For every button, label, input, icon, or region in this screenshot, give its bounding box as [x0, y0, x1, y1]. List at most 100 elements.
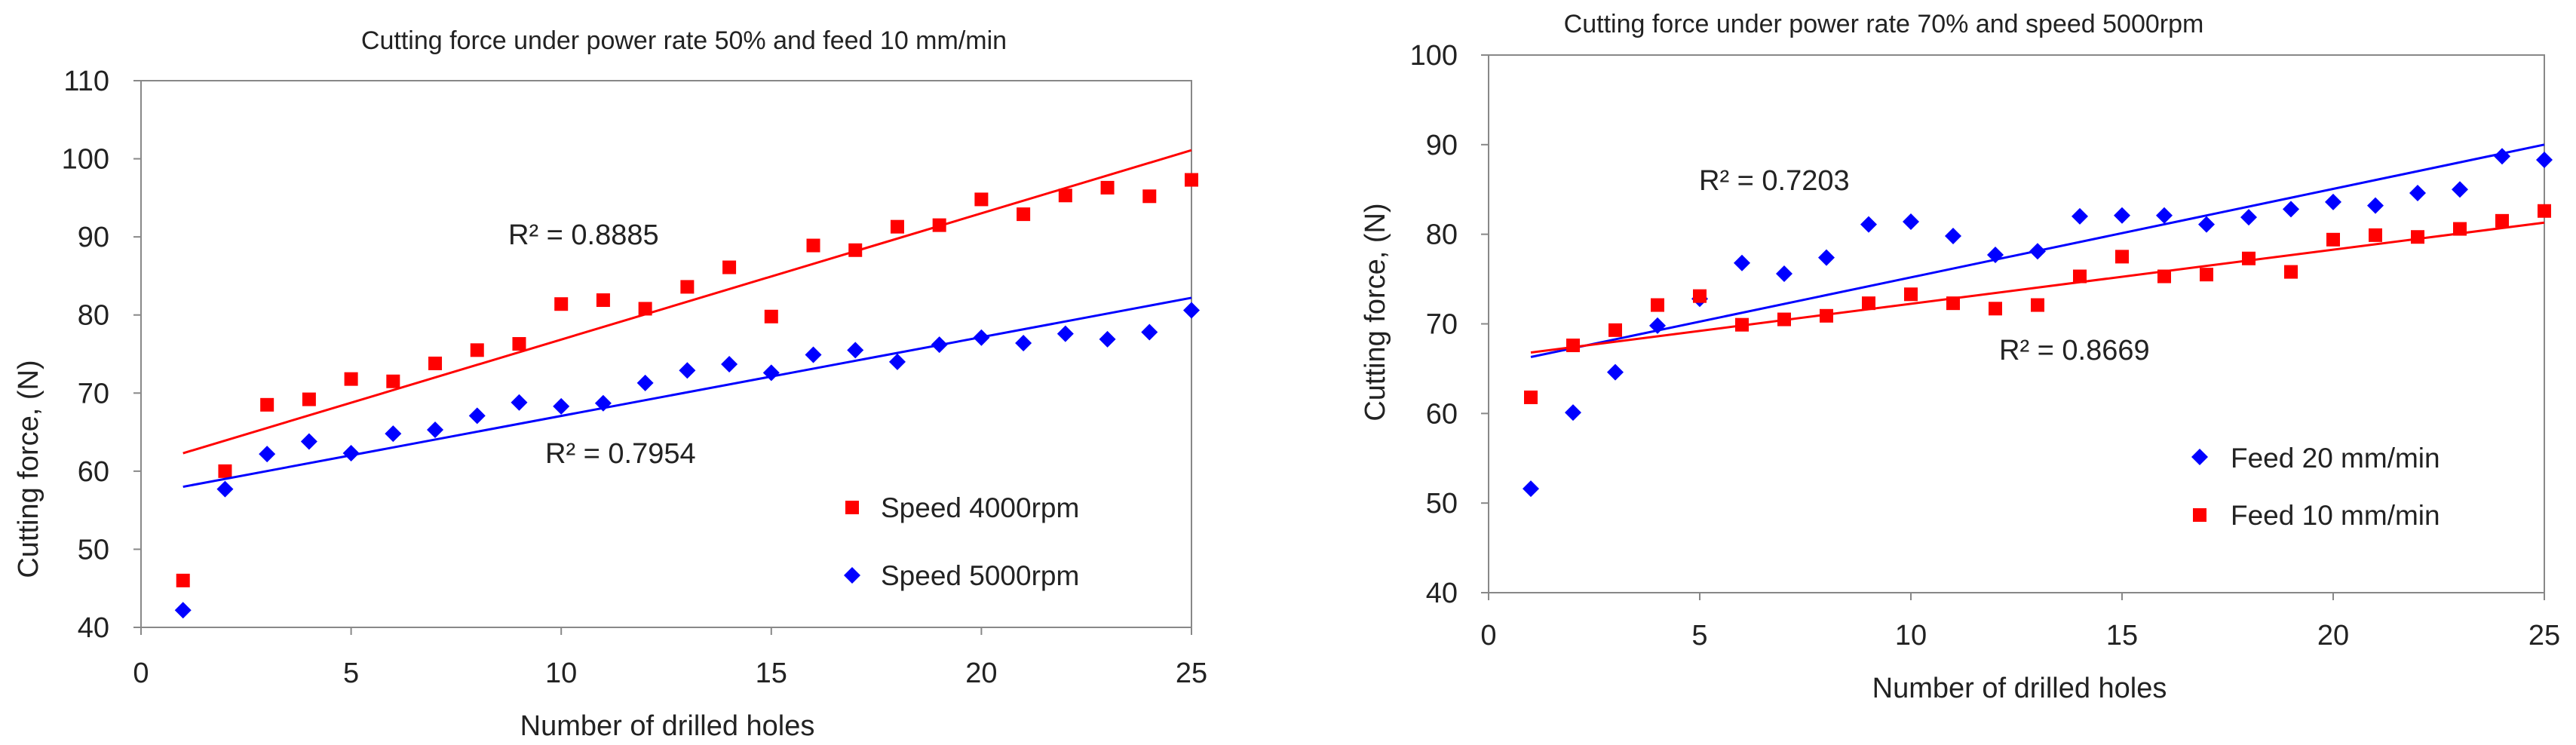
point-feed-20-mm-min: [1945, 228, 1961, 245]
chart-right: Cutting force under power rate 70% and s…: [1360, 10, 2561, 704]
point-feed-20-mm-min: [1818, 249, 1835, 266]
x-tick-label: 20: [2317, 620, 2349, 651]
x-tick-label: 25: [1176, 658, 1207, 689]
point-feed-20-mm-min: [1776, 265, 1792, 282]
legend-marker-feed-20: [2191, 449, 2208, 465]
point-feed-10-mm-min: [1946, 296, 1960, 311]
point-speed-5000rpm: [511, 394, 528, 411]
x-tick-label: 20: [965, 658, 997, 689]
point-speed-4000rpm: [1017, 207, 1031, 222]
point-speed-4000rpm: [428, 356, 443, 370]
point-feed-20-mm-min: [2114, 207, 2130, 224]
point-feed-10-mm-min: [2031, 298, 2044, 312]
y-tick-label: 80: [1426, 219, 1458, 251]
x-tick-label: 0: [133, 658, 149, 689]
y-tick-label: 80: [78, 300, 109, 332]
point-feed-20-mm-min: [1860, 216, 1877, 233]
point-speed-5000rpm: [468, 407, 486, 425]
point-feed-20-mm-min: [2536, 152, 2553, 169]
point-feed-10-mm-min: [1777, 312, 1791, 327]
point-feed-20-mm-min: [1649, 317, 1666, 334]
trendline-speed-4000rpm: [182, 149, 1192, 455]
point-speed-5000rpm: [553, 397, 570, 415]
x-tick-label: 0: [1480, 620, 1496, 651]
legend-label-feed-10: Feed 10 mm/min: [2231, 500, 2440, 531]
point-speed-5000rpm: [1015, 335, 1032, 351]
point-speed-5000rpm: [1099, 330, 1116, 348]
point-feed-20-mm-min: [2494, 148, 2510, 165]
point-feed-10-mm-min: [1735, 317, 1749, 332]
point-speed-5000rpm: [973, 329, 990, 346]
point-speed-4000rpm: [512, 337, 526, 351]
point-speed-5000rpm: [385, 425, 402, 443]
y-tick-label: 60: [78, 456, 109, 488]
point-feed-10-mm-min: [1651, 298, 1664, 312]
point-speed-4000rpm: [722, 260, 737, 274]
point-feed-10-mm-min: [2453, 222, 2467, 236]
legend-marker-speed-4000rpm: [845, 501, 859, 514]
plot-area: 40 50 60 70 80 90 100 0 5 10 15 20 25: [1410, 40, 2561, 651]
y-tick-label: 100: [62, 144, 109, 176]
y-axis-title: Cutting force, (N): [1360, 203, 1391, 421]
point-feed-10-mm-min: [1608, 323, 1622, 337]
point-speed-4000rpm: [932, 218, 946, 232]
point-feed-10-mm-min: [1693, 289, 1707, 303]
point-speed-4000rpm: [386, 374, 400, 388]
point-speed-5000rpm: [594, 394, 612, 412]
legend-label-speed-4000rpm: Speed 4000rpm: [881, 492, 1079, 523]
point-speed-4000rpm: [638, 302, 652, 316]
legend-label-speed-5000rpm: Speed 5000rpm: [881, 560, 1079, 591]
x-axis-title: Number of drilled holes: [1872, 673, 2167, 704]
point-feed-10-mm-min: [2115, 250, 2129, 264]
x-tick-label: 5: [1691, 620, 1707, 651]
point-speed-5000rpm: [216, 480, 234, 498]
point-speed-4000rpm: [680, 280, 695, 294]
x-tick-label: 15: [2106, 620, 2138, 651]
point-feed-10-mm-min: [2200, 268, 2213, 282]
point-feed-10-mm-min: [2495, 213, 2509, 228]
point-speed-5000rpm: [1183, 302, 1200, 319]
point-feed-10-mm-min: [1904, 287, 1918, 302]
point-speed-4000rpm: [848, 243, 863, 257]
x-tick-label: 15: [756, 658, 787, 689]
point-feed-20-mm-min: [2283, 201, 2299, 218]
y-tick-label: 50: [78, 534, 109, 566]
point-feed-20-mm-min: [2029, 243, 2046, 260]
chart-left: Cutting force under power rate 50% and f…: [13, 26, 1207, 742]
y-tick-label: 40: [1426, 578, 1458, 609]
point-speed-4000rpm: [1142, 189, 1157, 204]
y-tick-label: 60: [1426, 398, 1458, 430]
point-speed-4000rpm: [806, 238, 820, 253]
point-speed-4000rpm: [764, 309, 778, 323]
point-feed-10-mm-min: [2073, 269, 2087, 284]
legend: Speed 4000rpm Speed 5000rpm: [844, 492, 1079, 591]
point-feed-20-mm-min: [2452, 181, 2468, 198]
legend-marker-speed-5000rpm: [844, 567, 860, 584]
point-speed-4000rpm: [344, 372, 358, 386]
r2-label-feed-20: R² = 0.7203: [1699, 165, 1850, 197]
point-speed-5000rpm: [762, 364, 780, 382]
y-tick-label: 40: [78, 612, 109, 644]
point-feed-10-mm-min: [2326, 232, 2340, 247]
point-speed-5000rpm: [259, 446, 276, 463]
x-tick-label: 10: [1895, 620, 1927, 651]
point-speed-4000rpm: [890, 219, 904, 234]
plot-frame: [140, 80, 1192, 628]
legend-marker-feed-10: [2193, 508, 2206, 522]
point-feed-10-mm-min: [2538, 204, 2551, 218]
point-feed-20-mm-min: [1523, 480, 1539, 498]
chart-title: Cutting force under power rate 50% and f…: [361, 26, 1007, 55]
point-feed-10-mm-min: [2157, 269, 2171, 284]
y-axis-title: Cutting force, (N): [13, 360, 44, 578]
point-speed-4000rpm: [1058, 189, 1072, 203]
trendline-feed-10-mm-min: [1530, 221, 2545, 354]
point-speed-4000rpm: [218, 464, 232, 478]
point-feed-10-mm-min: [1862, 296, 1875, 311]
point-feed-10-mm-min: [2411, 230, 2424, 244]
point-speed-5000rpm: [300, 433, 317, 450]
y-tick-label: 70: [1426, 309, 1458, 341]
point-speed-5000rpm: [427, 421, 444, 438]
point-feed-10-mm-min: [1566, 339, 1580, 353]
point-feed-20-mm-min: [2240, 209, 2257, 226]
point-speed-5000rpm: [1056, 325, 1074, 342]
